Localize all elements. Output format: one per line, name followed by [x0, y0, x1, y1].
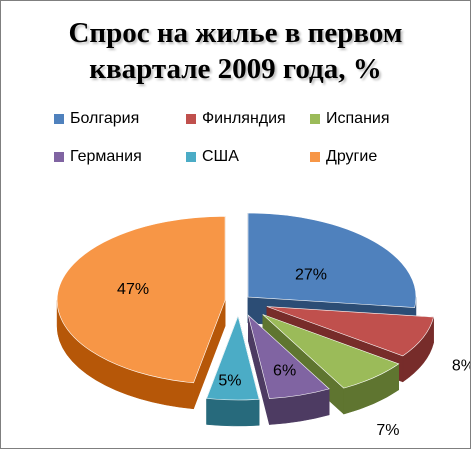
legend-item-bulgaria: Болгария [54, 110, 139, 128]
data-label-germany: 6% [273, 362, 296, 379]
legend-item-germany: Германия [54, 148, 142, 166]
data-label-other: 47% [117, 281, 149, 298]
data-label-spain: 7% [376, 422, 399, 439]
chart-title-line-1: Спрос на жилье в первом [68, 17, 403, 49]
legend-label-usa: США [202, 148, 239, 165]
data-label-usa: 5% [218, 373, 241, 390]
legend-label-germany: Германия [70, 148, 142, 165]
legend-item-usa: США [186, 148, 239, 166]
legend-item-finland: Финляндия [186, 110, 286, 128]
legend-item-other: Другие [310, 148, 377, 166]
pie-slice-rim-usa [206, 398, 260, 427]
legend-swatch-bulgaria [54, 114, 64, 124]
legend-label-spain: Испания [326, 110, 390, 127]
legend-swatch-finland [186, 114, 196, 124]
legend-swatch-usa [186, 152, 196, 162]
chart-title: Спрос на жилье в первом квартале 2009 го… [1, 15, 470, 87]
data-label-bulgaria: 27% [295, 266, 327, 283]
data-label-finland: 8% [452, 357, 470, 374]
chart-title-line-2: квартале 2009 года, % [89, 53, 382, 85]
pie-slice-other [56, 216, 226, 384]
legend-label-bulgaria: Болгария [70, 110, 140, 127]
legend-swatch-germany [54, 152, 64, 162]
legend-label-other: Другие [326, 148, 378, 165]
pie-slice-finland [266, 306, 434, 357]
legend-item-spain: Испания [310, 110, 390, 128]
pie-slice-germany [247, 314, 330, 399]
pie-slice-bulgaria [247, 212, 417, 308]
pie-slice-spain [262, 314, 400, 389]
pie-slice-usa [206, 314, 260, 401]
legend-swatch-other [310, 152, 320, 162]
legend-swatch-spain [310, 114, 320, 124]
legend-label-finland: Финляндия [202, 110, 286, 127]
